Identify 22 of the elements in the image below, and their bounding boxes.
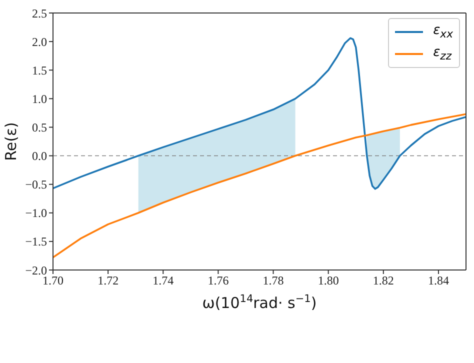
line-series	[53, 37, 466, 190]
y-tick-label: 1.5	[32, 63, 47, 78]
x-tick-label: 1.74	[152, 274, 174, 288]
y-tick-label: −0.5	[25, 178, 47, 192]
y-tick-label: 0.0	[32, 149, 47, 164]
x-axis-title: ω(10$^{14}$rad· s$^{−1}$)	[202, 293, 317, 312]
y-tick-label: 0.5	[32, 120, 47, 134]
y-tick-label: −1.5	[25, 234, 47, 249]
y-tick-label: 2.0	[32, 34, 47, 49]
x-tick-label: 1.80	[318, 274, 339, 288]
y-axis-title: Re(ε)	[2, 122, 20, 161]
x-tick-label: 1.84	[428, 274, 449, 288]
x-tick-label: 1.76	[208, 274, 229, 288]
y-tick-label: 2.5	[32, 6, 47, 20]
x-tick-label: 1.72	[98, 274, 119, 288]
y-tick-label: 1.0	[32, 92, 47, 106]
line-series	[53, 113, 466, 258]
x-tick-label: 1.82	[372, 274, 394, 288]
legend-label: ε$_{xx}$	[433, 23, 453, 41]
legend-label: ε$_{zz}$	[433, 45, 452, 63]
y-tick-label: −1.0	[25, 206, 47, 220]
x-tick-label: 1.78	[262, 274, 284, 288]
